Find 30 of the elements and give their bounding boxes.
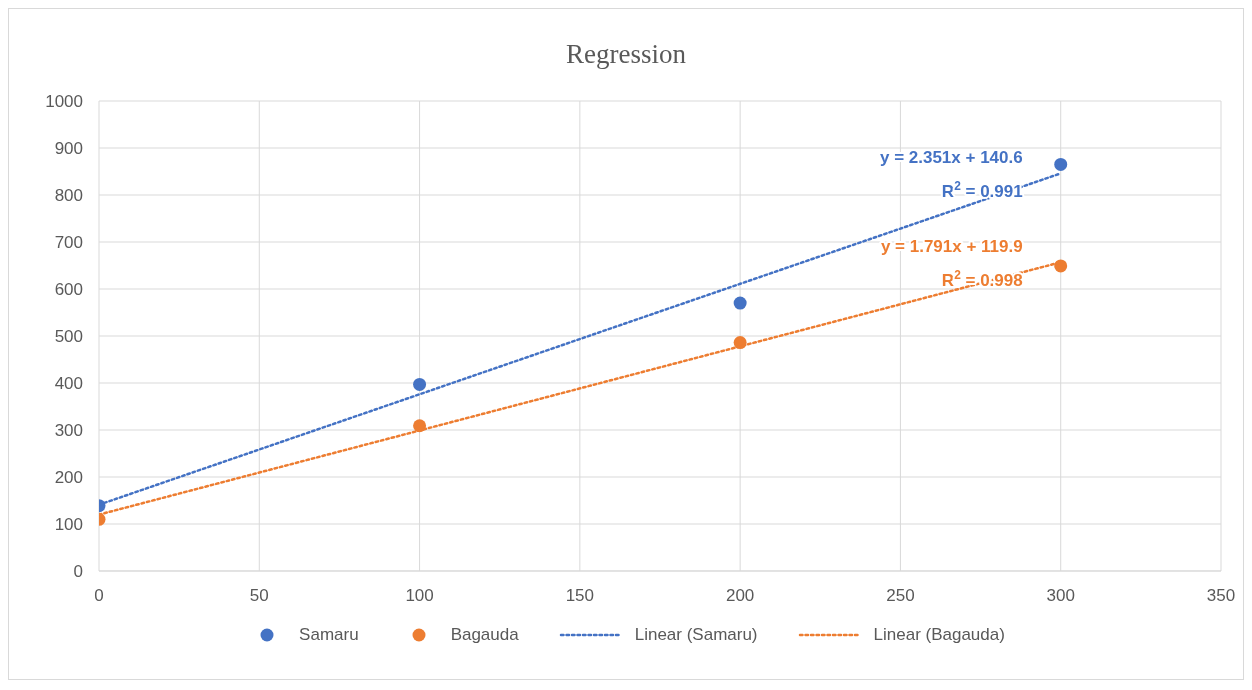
x-tick-label: 200 — [725, 586, 755, 606]
y-tick-label: 600 — [54, 280, 83, 300]
y-tick-label: 400 — [54, 374, 83, 394]
y-tick-label: 500 — [54, 327, 83, 347]
y-tick-label: 800 — [54, 186, 83, 206]
x-tick-label: 150 — [565, 586, 595, 606]
annotation: R$^{2}$ = 0.998 — [941, 268, 1023, 291]
y-tick-label: 300 — [54, 421, 83, 441]
y-tick-label: 900 — [54, 139, 83, 159]
legend-label: Linear (Samaru) — [634, 625, 758, 645]
x-tick-label: 300 — [1046, 586, 1075, 606]
y-tick-label: 100 — [54, 515, 83, 535]
point — [1054, 157, 1068, 171]
annotation: y = 1.791x + 119.9 — [880, 237, 1023, 257]
chart-title: Regression — [565, 38, 687, 71]
legend-label: Linear (Bagauda) — [873, 625, 1005, 645]
x-tick-label: 0 — [94, 586, 104, 606]
annotation: y = 2.351x + 140.6 — [879, 148, 1023, 168]
point — [413, 377, 427, 391]
x-tick-label: 50 — [249, 586, 269, 606]
x-tick-label: 250 — [886, 586, 915, 606]
legend-label: Bagauda — [450, 625, 519, 645]
y-tick-label: 1000 — [45, 92, 83, 112]
x-tick-label: 100 — [405, 586, 434, 606]
legend-label: Samaru — [299, 625, 359, 645]
x-tick-label: 350 — [1206, 586, 1236, 606]
y-tick-label: 700 — [54, 233, 83, 253]
point — [733, 296, 747, 310]
y-tick-label: 200 — [54, 468, 83, 488]
y-tick-label: 0 — [73, 562, 83, 582]
